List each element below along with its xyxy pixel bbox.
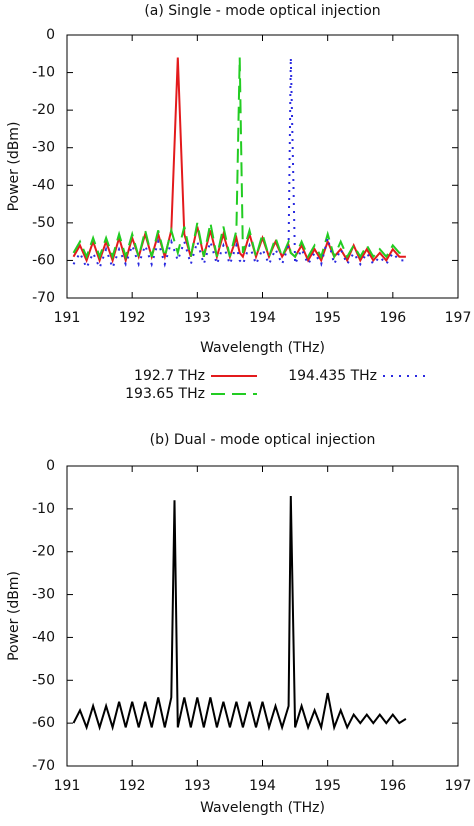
legend-label: 193.65 THz	[125, 386, 205, 402]
y-tick-label: -60	[32, 715, 55, 731]
x-tick-label: 194	[249, 778, 276, 794]
x-tick-label: 193	[184, 310, 211, 326]
x-axis-label: Wavelength (THz)	[200, 340, 325, 356]
y-tick-label: 0	[46, 458, 55, 474]
y-tick-label: -50	[32, 215, 55, 231]
x-tick-label: 195	[314, 778, 341, 794]
x-axis-label: Wavelength (THz)	[200, 800, 325, 816]
series-line	[72, 495, 407, 732]
series-line	[72, 57, 406, 261]
x-tick-label: 191	[54, 778, 81, 794]
y-tick-label: -30	[32, 587, 55, 603]
y-tick-label: -40	[32, 177, 55, 193]
y-tick-label: 0	[46, 27, 55, 43]
y-tick-label: -20	[32, 544, 55, 560]
y-tick-label: -60	[32, 252, 55, 268]
y-tick-label: -70	[32, 758, 55, 774]
y-tick-label: -40	[32, 629, 55, 645]
y-tick-label: -10	[32, 501, 55, 517]
y-tick-label: -50	[32, 672, 55, 688]
plot-frame	[66, 34, 459, 299]
x-tick-label: 194	[249, 310, 276, 326]
y-tick-label: -70	[32, 290, 55, 306]
y-tick-label: -20	[32, 102, 55, 118]
x-tick-label: 196	[379, 310, 406, 326]
y-axis-label: Power (dBm)	[6, 571, 22, 661]
y-tick-label: -30	[32, 140, 55, 156]
x-tick-label: 193	[184, 778, 211, 794]
x-tick-label: 196	[379, 778, 406, 794]
y-tick-label: -10	[32, 65, 55, 81]
x-tick-label: 191	[54, 310, 81, 326]
x-tick-label: 197	[445, 310, 472, 326]
x-tick-label: 192	[119, 778, 146, 794]
x-tick-label: 192	[119, 310, 146, 326]
series-line	[72, 57, 406, 271]
x-tick-label: 197	[445, 778, 472, 794]
legend-label: 192.7 THz	[134, 368, 205, 384]
x-tick-label: 195	[314, 310, 341, 326]
y-axis-label: Power (dBm)	[6, 122, 22, 212]
plot-frame	[66, 465, 459, 767]
legend-label: 194.435 THz	[288, 368, 377, 384]
chart-title: (a) Single - mode optical injection	[144, 3, 380, 19]
series-line	[72, 57, 406, 264]
chart-title: (b) Dual - mode optical injection	[150, 432, 376, 448]
